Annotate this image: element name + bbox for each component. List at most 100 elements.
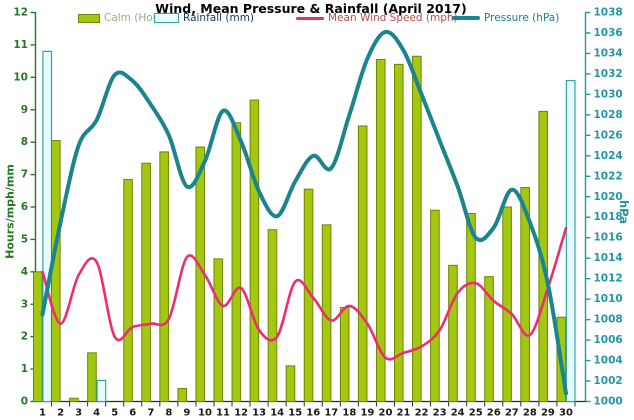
rainfall-bar-day-1 [42, 50, 53, 403]
right-axis-tick-label: 1002 [594, 375, 623, 387]
left-axis-tick-label: 9 [21, 104, 28, 116]
calm-bar-day-22 [412, 55, 422, 402]
calm-bar-day-8 [159, 151, 169, 402]
right-axis-tick-label: 1032 [594, 68, 623, 80]
left-axis-tick-label: 1 [21, 363, 28, 375]
legend: Calm (Hours) Rainfall (mm) Mean Wind Spe… [0, 11, 634, 25]
pressure-line [40, 29, 568, 396]
x-axis-tick-label: 6 [129, 408, 136, 419]
right-axis-tick-label: 1006 [594, 334, 623, 346]
legend-label-pressure: Pressure (hPa) [484, 12, 560, 24]
x-axis-tick-label: 24 [451, 408, 465, 419]
calm-bar-day-20 [375, 59, 386, 402]
x-axis-tick-label: 16 [306, 408, 320, 419]
calm-bar-day-26 [484, 276, 494, 402]
left-axis-tick-label: 0 [21, 396, 28, 408]
left-axis-tick-label: 2 [21, 331, 28, 343]
pressure-line-swatch [452, 16, 480, 20]
right-axis-tick-label: 1000 [594, 396, 623, 408]
x-axis-tick-label: 13 [252, 408, 266, 419]
calm-bar-day-11 [213, 258, 224, 402]
x-axis-tick-label: 9 [183, 408, 190, 419]
x-axis-tick-label: 12 [234, 408, 248, 419]
right-axis-tick-label: 1026 [594, 129, 623, 141]
calm-bar-day-1 [33, 271, 43, 403]
x-axis-tick-label: 2 [57, 408, 64, 419]
rainfall-bar-swatch [154, 13, 179, 23]
right-axis-tick-label: 1014 [594, 252, 623, 264]
calm-bar-day-7 [141, 162, 151, 402]
right-axis-tick-label: 1016 [594, 232, 623, 244]
x-axis-tick-label: 29 [541, 408, 555, 419]
x-axis-tick-label: 8 [165, 408, 172, 419]
calm-bar-day-27 [502, 206, 512, 402]
legend-item-rainfall: Rainfall (mm) [154, 11, 254, 25]
calm-bar-day-13 [249, 99, 260, 403]
legend-label-wind: Mean Wind Speed (mph) [328, 12, 458, 24]
calm-bar-day-23 [430, 209, 440, 402]
x-axis-tick-label: 28 [523, 408, 537, 419]
right-axis-tick-label: 1018 [594, 211, 623, 223]
calm-bar-swatch [78, 13, 100, 23]
left-axis-tick-label: 7 [21, 169, 28, 181]
x-axis-tick-label: 30 [559, 408, 573, 419]
x-axis-tick-label: 20 [378, 408, 392, 419]
right-axis-tick-label: 1024 [594, 150, 623, 162]
legend-item-pressure: Pressure (hPa) [452, 11, 559, 25]
right-axis-tick-label: 1020 [594, 191, 623, 203]
x-axis-tick-label: 14 [270, 408, 284, 419]
x-axis-tick-label: 25 [469, 408, 483, 419]
left-axis-tick-label: 5 [21, 233, 28, 245]
calm-bar-day-14 [267, 229, 278, 402]
x-axis-tick-label: 22 [415, 408, 429, 419]
calm-bar-day-6 [123, 178, 133, 402]
x-axis-tick-label: 10 [198, 408, 212, 419]
calm-bar-day-21 [394, 63, 404, 402]
calm-bar-day-28 [520, 187, 530, 402]
x-axis-tick-label: 5 [111, 408, 118, 419]
x-axis-tick-label: 7 [147, 408, 154, 419]
legend-item-wind: Mean Wind Speed (mph) [296, 11, 458, 25]
calm-bar-day-18 [339, 306, 350, 402]
x-axis-tick-label: 3 [75, 408, 82, 419]
calm-bar-day-24 [448, 264, 458, 402]
left-axis-tick-label: 10 [13, 71, 28, 83]
x-axis-tick-label: 18 [342, 408, 356, 419]
x-axis-tick-label: 26 [487, 408, 501, 419]
left-axis-title: Hours/mph/mm [3, 164, 17, 259]
right-axis-title: hPa [617, 199, 631, 225]
calm-bar-day-4 [87, 352, 97, 402]
right-axis-tick-label: 1010 [594, 293, 623, 305]
x-axis-tick-label: 1 [39, 408, 46, 419]
legend-label-rainfall: Rainfall (mm) [183, 12, 255, 24]
right-axis-tick-label: 1030 [594, 88, 623, 100]
left-axis-tick-label: 6 [21, 201, 28, 213]
right-axis-tick-label: 1028 [594, 109, 623, 121]
calm-bar-day-3 [69, 397, 79, 402]
rainfall-bar-day-4 [96, 379, 107, 403]
x-axis-tick-label: 27 [505, 408, 519, 419]
calm-bar-day-25 [466, 212, 476, 402]
chart-title: Wind, Mean Pressure & Rainfall (April 20… [155, 1, 467, 16]
left-axis-tick-label: 11 [13, 39, 28, 51]
rainfall-bar-day-30 [565, 79, 576, 403]
left-axis-tick-label: 12 [13, 7, 28, 19]
right-axis-tick-label: 1038 [594, 7, 623, 19]
right-axis-tick-label: 1036 [594, 27, 623, 39]
calm-bar-day-12 [231, 122, 242, 402]
x-axis-tick-label: 21 [397, 408, 411, 419]
left-axis-tick-label: 3 [21, 298, 28, 310]
right-axis-tick-label: 1034 [594, 47, 623, 59]
calm-bar-day-15 [285, 365, 296, 403]
left-axis-tick-label: 8 [21, 136, 28, 148]
x-axis-tick-label: 11 [216, 408, 230, 419]
wind-line-swatch [296, 16, 324, 20]
x-axis-tick-label: 23 [433, 408, 447, 419]
calm-bar-day-19 [357, 125, 368, 402]
x-axis-tick-label: 4 [93, 408, 100, 419]
x-axis-tick-label: 17 [324, 408, 338, 419]
x-axis-tick-label: 19 [360, 408, 374, 419]
right-axis-tick-label: 1008 [594, 314, 623, 326]
